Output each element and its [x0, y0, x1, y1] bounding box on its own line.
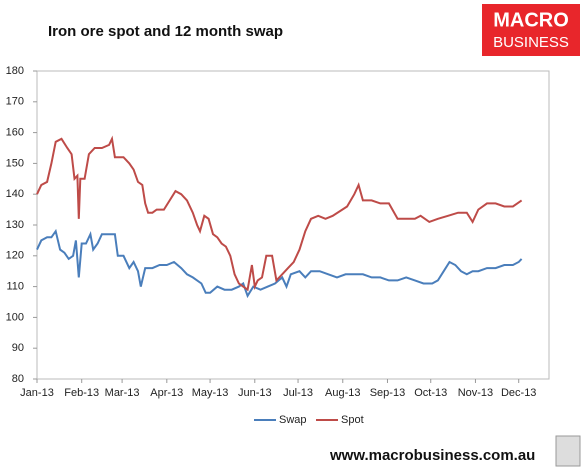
x-tick-label: Feb-13 [64, 387, 99, 399]
x-tick-label: Jan-13 [20, 387, 54, 399]
x-tick-label: Apr-13 [150, 387, 183, 399]
footer: www.macrobusiness.com.au [329, 447, 535, 464]
y-tick-label: 130 [6, 219, 24, 231]
chart-title: Iron ore spot and 12 month swap [48, 23, 283, 40]
legend-label: Spot [341, 414, 364, 426]
x-tick-label: Aug-13 [325, 387, 360, 399]
plot-area [36, 70, 550, 380]
y-tick-label: 180 [6, 65, 24, 77]
x-tick-label: Dec-13 [501, 387, 536, 399]
y-tick-label: 110 [6, 281, 24, 293]
line-series [36, 228, 523, 299]
x-tick-label: Oct-13 [414, 387, 447, 399]
y-tick-label: 150 [6, 157, 24, 169]
x-tick-label: Nov-13 [458, 387, 493, 399]
y-tick-label: 90 [12, 342, 24, 354]
y-tick-label: 140 [6, 188, 24, 200]
y-tick-label: 170 [6, 96, 24, 108]
logo-icon [555, 435, 581, 467]
x-tick-label: Jun-13 [238, 387, 272, 399]
logo-box [482, 4, 580, 56]
y-tick-label: 120 [6, 250, 24, 262]
y-tick-label: 160 [6, 127, 24, 139]
y-tick-label: 80 [12, 373, 24, 385]
y-tick-label: 100 [6, 311, 24, 323]
x-tick-label: Mar-13 [105, 387, 140, 399]
legend-label: Swap [279, 414, 307, 426]
line-series [36, 135, 523, 292]
x-tick-label: May-13 [192, 387, 229, 399]
x-tick-label: Sep-13 [370, 387, 405, 399]
logo-text: BUSINESS [493, 34, 569, 51]
x-tick-label: Jul-13 [283, 387, 313, 399]
logo-text: MACRO [493, 9, 569, 31]
